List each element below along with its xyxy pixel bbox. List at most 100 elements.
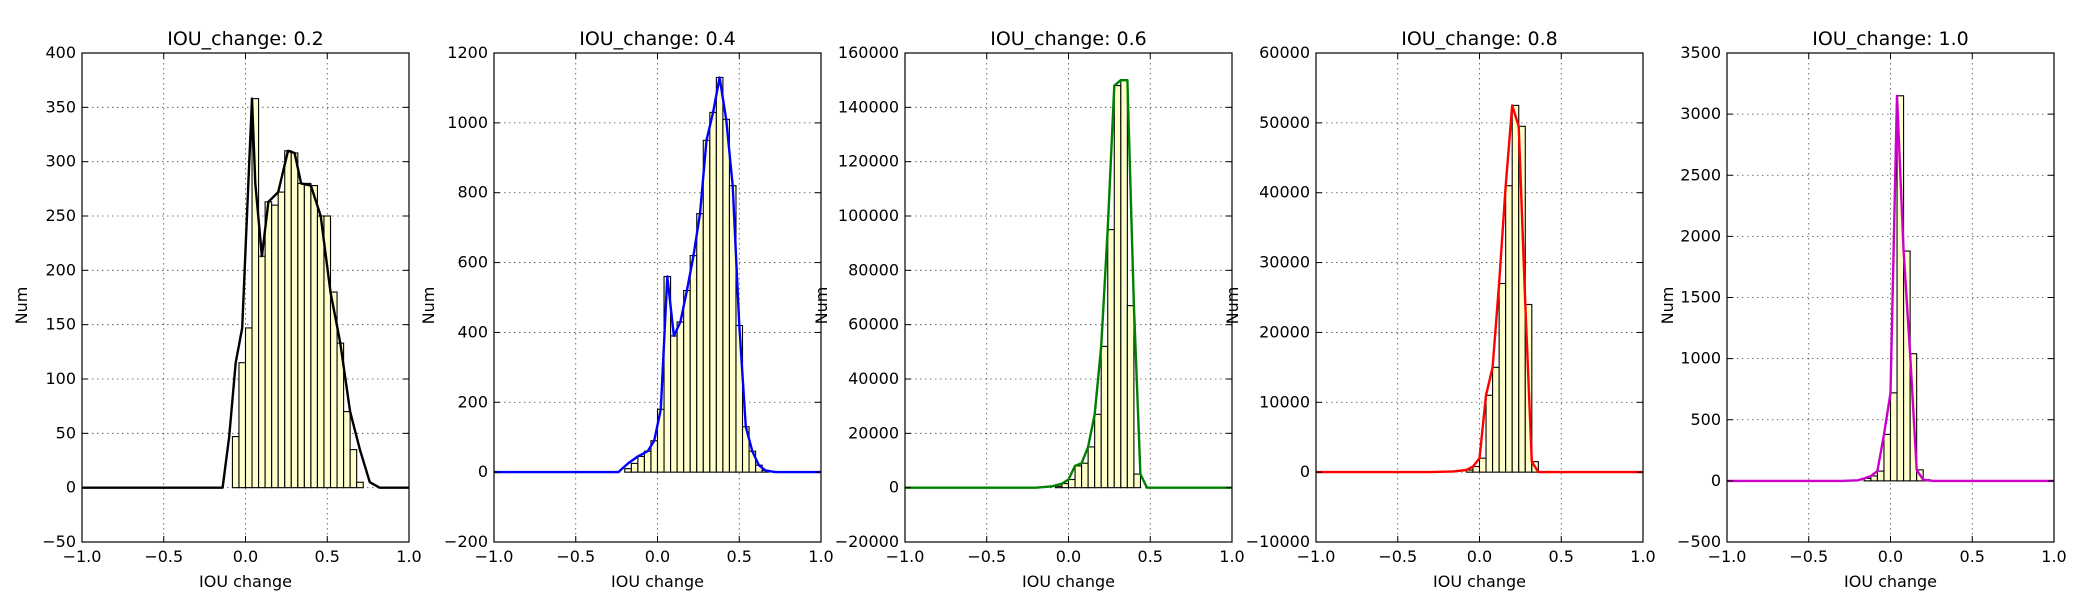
x-axis-label: IOU change [199,572,292,591]
y-tick-label: 350 [45,97,76,116]
y-tick-label: 0 [889,478,899,497]
y-tick-label: 3500 [1680,43,1721,62]
histogram-bar [630,462,639,473]
histogram-bar [1094,413,1102,489]
chart-title: IOU_change: 1.0 [1812,28,1969,50]
histogram-bar [702,139,711,473]
y-tick-label: 400 [457,322,488,341]
histogram-bar [310,185,318,489]
histogram-bar [258,255,266,489]
y-tick-label: 250 [45,206,76,225]
x-tick-label: 0.0 [1878,547,1903,566]
chart-panel-5: IOU_change: 1.0 −1.0 −0.5 0.0 0.5 1.0 −500 0 500… [1658,28,2067,591]
histogram-bar [637,455,645,473]
histogram-bar [670,335,678,473]
y-axis-label: Num [1658,287,1677,325]
y-tick-label: 300 [45,152,76,171]
x-tick-label: −1.0 [63,547,102,566]
y-tick-label: 10000 [1259,392,1310,411]
x-tick-label: 1.0 [2041,547,2066,566]
histogram-bar [1498,282,1507,473]
y-tick-label: 20000 [848,423,899,442]
y-tick-label: 40000 [848,369,899,388]
histogram-bar [624,468,632,473]
histogram-bar [1113,85,1122,489]
histogram-bar [683,289,691,473]
y-tick-label: 100 [45,369,76,388]
histogram-bar [238,362,247,489]
x-tick-label: 0.0 [1467,547,1492,566]
y-tick-label: 0 [1711,471,1721,490]
histogram-bar [1087,446,1096,489]
histogram-bar [715,76,724,473]
histogram-bar [284,150,292,489]
y-tick-label: 0 [66,478,76,497]
histogram-bar [271,204,279,489]
x-tick-label: −1.0 [1708,547,1747,566]
histogram-bar [1472,466,1481,473]
histogram-bar [343,411,351,489]
histogram-bar [1107,229,1115,489]
y-tick-label: −200 [444,532,488,551]
y-tick-label: 800 [457,183,488,202]
y-tick-label: 60000 [848,315,899,334]
chart-panel-2: IOU_change: 0.4 −1.0 −0.5 0.0 0.5 1.0 −200 0 200… [419,28,834,591]
histogram-bar [231,436,240,489]
histogram-bar [1133,473,1141,489]
histogram-bar [1876,470,1885,482]
histogram-bar [303,182,312,489]
y-tick-label: 40000 [1259,183,1310,202]
histogram-bar [1054,485,1063,489]
x-tick-label: −1.0 [886,547,925,566]
x-tick-label: −0.5 [556,547,595,566]
x-tick-label: −0.5 [144,547,183,566]
x-tick-label: 0.0 [645,547,670,566]
y-tick-label: 140000 [838,97,899,116]
histogram-bar [1511,104,1520,473]
y-tick-label: 1500 [1680,288,1721,307]
x-tick-label: −0.5 [1378,547,1417,566]
y-tick-label: 400 [45,43,76,62]
histogram-bar [1067,478,1076,489]
y-tick-label: 150 [45,315,76,334]
y-axis-label: Num [12,287,31,325]
y-axis-label: Num [1223,287,1242,325]
x-tick-label: 0.0 [233,547,258,566]
histogram-bar [1883,433,1892,482]
y-tick-label: 100000 [838,206,899,225]
y-axis-label: Num [812,287,831,325]
histogram-bar [696,213,704,473]
distribution-curve [494,76,821,474]
histogram-bar [1505,185,1513,473]
x-tick-label: 0.0 [1056,547,1081,566]
x-axis-label: IOU change [611,572,704,591]
histogram-bar [1492,366,1500,473]
y-tick-label: 0 [1300,462,1310,481]
x-tick-label: −1.0 [475,547,514,566]
y-tick-label: −20000 [835,532,899,551]
histogram-bar [264,201,273,489]
histogram-bar [676,321,685,473]
chart-title: IOU_change: 0.4 [579,28,736,50]
x-tick-label: 1.0 [396,547,421,566]
x-tick-label: 0.5 [727,547,752,566]
chart-title: IOU_change: 0.6 [990,28,1147,50]
y-tick-label: 30000 [1259,253,1310,272]
x-tick-label: 1.0 [1219,547,1244,566]
y-tick-label: 1000 [447,113,488,132]
chart-panel-1: IOU_change: 0.2 −1.0 −0.5 0.0 0.5 1.0 −50 0 50 10… [12,28,422,591]
histogram-bar [316,215,325,489]
chart-panel-4: IOU_change: 0.8 −1.0 −0.5 0.0 0.5 1.0 −10000 0 1… [1223,28,1656,591]
x-axis-label: IOU change [1433,572,1526,591]
histogram-bar [1126,305,1135,489]
y-tick-label: 3000 [1680,104,1721,123]
x-tick-label: 0.5 [1138,547,1163,566]
x-tick-label: 0.5 [315,547,340,566]
histogram-bar [1074,465,1083,489]
y-tick-label: −500 [1677,532,1721,551]
y-tick-label: −50 [42,532,76,551]
y-tick-label: 200 [45,260,76,279]
y-tick-label: −10000 [1246,532,1310,551]
y-axis-label: Num [419,287,438,325]
